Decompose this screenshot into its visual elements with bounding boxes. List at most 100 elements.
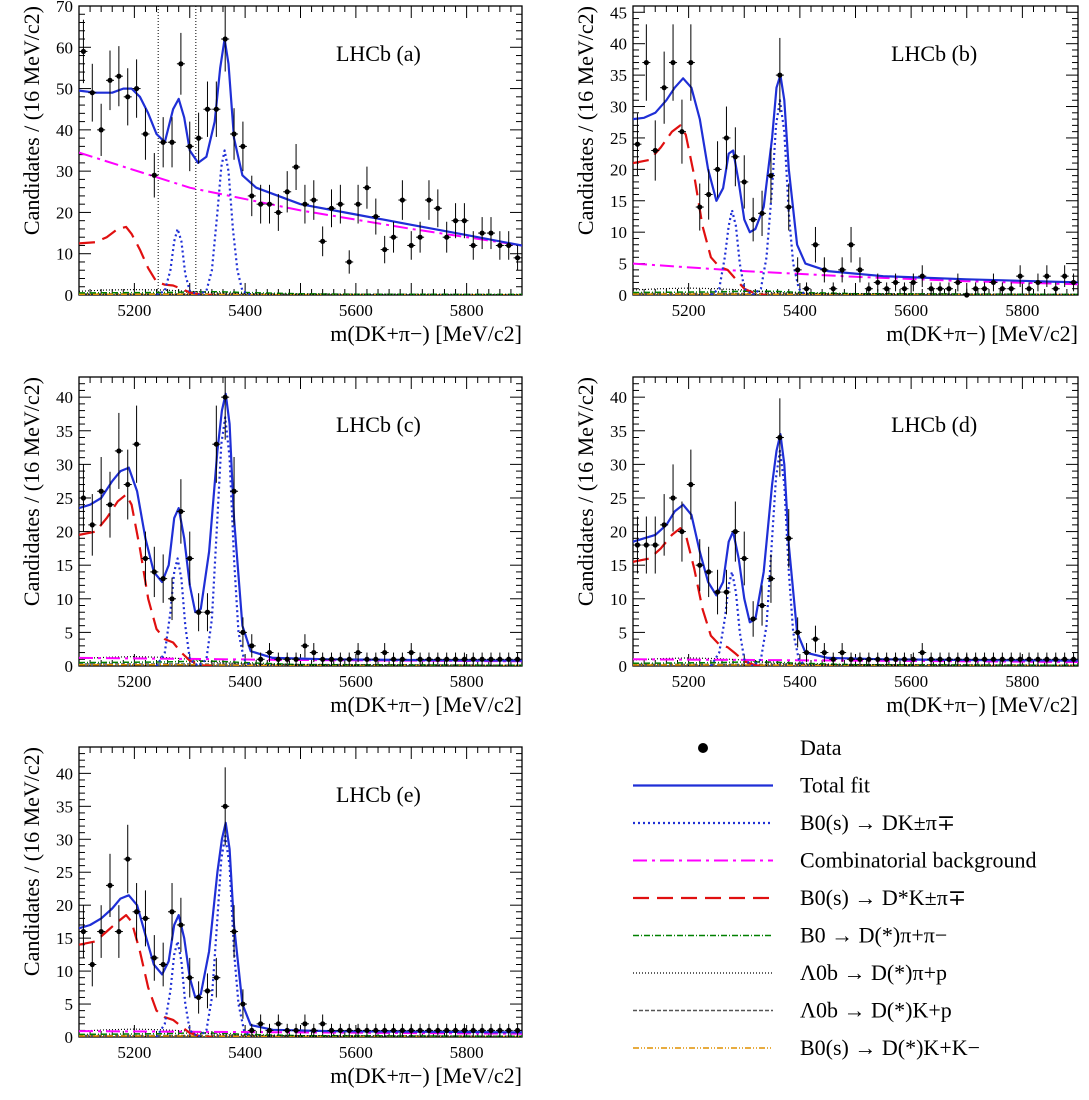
data-point — [677, 99, 686, 164]
y-tick-label: 50 — [56, 80, 73, 99]
y-tick-label: 5 — [619, 623, 628, 642]
data-point — [495, 1023, 504, 1037]
data-point — [398, 652, 407, 666]
data-point — [150, 935, 159, 981]
x-tick-label: 5800 — [1005, 672, 1039, 691]
data-point — [998, 282, 1007, 295]
data-point — [362, 166, 371, 209]
data-point — [238, 617, 247, 648]
data-point — [123, 449, 132, 520]
data-point — [168, 883, 177, 941]
data-point — [486, 217, 495, 250]
data-point — [407, 1023, 416, 1037]
y-axis-title: Candidates / (16 MeV/c2) — [19, 6, 44, 235]
data-point — [380, 235, 389, 264]
y-tick-label: 5 — [619, 255, 628, 274]
data-point — [424, 652, 433, 666]
data-point — [775, 398, 784, 477]
data-point — [256, 184, 265, 224]
y-tick-label: 40 — [610, 388, 627, 407]
data-point — [486, 1023, 495, 1037]
data-point — [185, 957, 194, 998]
data-point — [478, 217, 487, 250]
y-tick-label: 40 — [56, 121, 73, 140]
data-point — [1016, 652, 1025, 666]
data-point — [159, 942, 168, 987]
data-point — [354, 643, 363, 663]
y-tick-label: 35 — [56, 422, 73, 441]
data-point — [953, 273, 962, 292]
data-point — [775, 37, 784, 113]
y-tick-label: 30 — [610, 455, 627, 474]
data-point — [106, 50, 115, 111]
data-point — [936, 282, 945, 295]
data-point — [651, 120, 660, 181]
y-tick-label: 0 — [619, 286, 628, 305]
y-tick-label: 0 — [65, 1028, 74, 1047]
y-tick-label: 40 — [56, 388, 73, 407]
y-tick-label: 5 — [65, 995, 74, 1014]
y-tick-label: 35 — [610, 66, 627, 85]
data-point — [695, 539, 704, 592]
data-point — [327, 1023, 336, 1037]
data-point — [504, 652, 513, 666]
data-point — [318, 226, 327, 257]
legend-label: B0 → D(*)π+π− — [800, 923, 947, 948]
data-point — [141, 531, 150, 586]
data-point — [97, 103, 106, 156]
data-point — [141, 108, 150, 160]
series-combinatorial — [633, 262, 1078, 286]
y-tick-label: 15 — [56, 556, 73, 575]
data-point — [283, 171, 292, 213]
data-point — [132, 59, 141, 118]
data-point — [442, 221, 451, 253]
data-point — [802, 643, 811, 663]
data-point — [980, 652, 989, 666]
legend-label: B0(s) → DK±π∓ — [800, 810, 955, 835]
data-point — [230, 456, 239, 526]
data-point — [389, 1023, 398, 1037]
data-point — [811, 625, 820, 653]
data-point — [802, 282, 811, 295]
data-point — [203, 593, 212, 632]
data-point — [79, 905, 88, 958]
data-point — [354, 1023, 363, 1037]
data-point — [300, 1014, 309, 1034]
data-point — [944, 282, 953, 295]
y-tick-label: 30 — [56, 162, 73, 181]
x-tick-label: 5400 — [783, 301, 817, 320]
data-point — [793, 257, 802, 283]
data-point — [642, 516, 651, 574]
legend-item-lb-d-pi-p: Λ0b → D(*)π+p — [633, 960, 947, 985]
series-b0-d-pi-pi — [79, 660, 522, 666]
data-point — [265, 184, 274, 224]
legend-label: Data — [800, 735, 842, 760]
y-tick-label: 60 — [56, 38, 73, 57]
data-point — [504, 231, 513, 260]
data-point — [88, 942, 97, 987]
series-total-fit — [633, 433, 1078, 662]
data-point — [185, 121, 194, 172]
legend-item-bs-d-k-k: B0(s) → D(*)K+K− — [633, 1035, 980, 1060]
data-point — [749, 197, 758, 242]
y-tick-label: 45 — [610, 3, 627, 22]
data-point — [820, 257, 829, 283]
y-tick-label: 0 — [619, 657, 628, 676]
data-point — [380, 643, 389, 663]
x-tick-label: 5200 — [117, 1043, 151, 1062]
data-point — [265, 1023, 274, 1037]
panel-e: 5200 5400 5600 5800 0 5 10 15 20 25 30 35 40 m(DK+π−)… — [19, 746, 523, 1088]
data-point — [442, 1023, 451, 1037]
data-point — [238, 121, 247, 172]
x-tick-label: 5400 — [228, 1043, 262, 1062]
data-point — [79, 19, 88, 84]
data-point — [292, 144, 301, 191]
data-point — [327, 189, 336, 228]
data-point — [407, 231, 416, 260]
data-point — [642, 24, 651, 101]
data-point — [909, 273, 918, 292]
y-tick-label: 20 — [610, 160, 627, 179]
data-point — [873, 652, 882, 666]
data-point — [504, 1023, 513, 1037]
